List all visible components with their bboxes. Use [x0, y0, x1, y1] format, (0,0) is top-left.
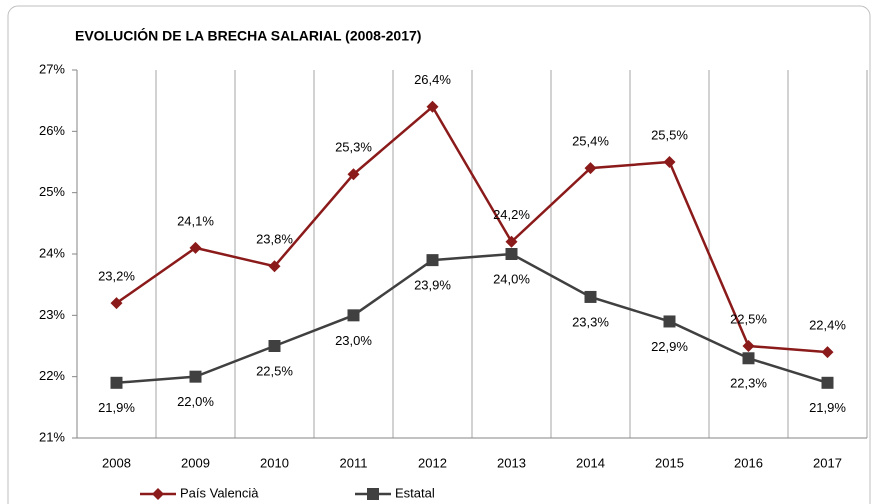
data-label: 25,4% [572, 134, 609, 149]
data-point [505, 248, 518, 260]
data-point [821, 346, 834, 359]
data-label: 23,9% [414, 278, 451, 293]
data-point [821, 376, 834, 389]
data-label: 26,4% [414, 72, 451, 87]
legend-label: Estatal [395, 485, 435, 500]
data-point [110, 297, 123, 310]
data-label: 22,5% [730, 311, 767, 326]
data-label: 22,4% [809, 318, 846, 333]
y-tick-label: 26% [39, 123, 65, 138]
x-tick-label: 2016 [734, 455, 763, 470]
chart-frame [7, 5, 871, 504]
x-tick-label: 2012 [418, 455, 447, 470]
y-tick-label: 23% [39, 307, 65, 322]
data-point [347, 309, 360, 322]
data-point [426, 254, 439, 267]
legend-label: País Valencià [180, 485, 259, 500]
x-tick-label: 2015 [655, 455, 684, 470]
legend-marker [152, 488, 164, 500]
x-tick-label: 2014 [576, 455, 605, 470]
y-tick-label: 25% [39, 184, 65, 199]
x-tick-label: 2011 [340, 455, 368, 470]
data-label: 25,3% [335, 140, 372, 155]
series-line [115, 104, 828, 354]
x-tick-label: 2008 [102, 455, 131, 470]
data-label: 21,9% [98, 400, 135, 415]
data-point [268, 340, 281, 352]
data-label: 23,0% [335, 333, 372, 348]
legend-marker [367, 488, 379, 500]
data-point [110, 376, 123, 389]
y-tick-label: 22% [39, 368, 65, 383]
data-label: 22,0% [177, 394, 214, 409]
x-tick-label: 2009 [181, 455, 210, 470]
x-tick-label: 2010 [260, 455, 289, 470]
data-point [268, 260, 281, 273]
data-label: 21,9% [809, 400, 846, 415]
data-point [584, 290, 597, 303]
data-point [663, 156, 676, 168]
data-point [742, 340, 755, 352]
y-tick-label: 27% [39, 61, 65, 76]
data-point [663, 315, 676, 328]
data-label: 22,9% [651, 339, 688, 354]
chart-title: EVOLUCIÓN DE LA BRECHA SALARIAL (2008-20… [75, 27, 421, 44]
x-tick-label: 2017 [813, 455, 842, 470]
y-tick-label: 24% [39, 245, 65, 260]
y-tick-label: 21% [39, 429, 65, 444]
data-point [189, 370, 202, 383]
data-point [742, 352, 755, 365]
data-point [426, 100, 439, 113]
data-label: 22,3% [730, 376, 767, 391]
data-point [505, 235, 518, 248]
data-label: 25,5% [651, 127, 688, 142]
data-label: 24,2% [493, 207, 530, 222]
series-line [116, 252, 828, 385]
data-point [347, 168, 360, 181]
data-point [584, 162, 597, 175]
data-label: 23,3% [572, 314, 609, 329]
data-point [189, 241, 202, 254]
data-label: 22,5% [256, 363, 293, 378]
data-label: 24,1% [177, 213, 214, 228]
data-label: 24,0% [493, 271, 530, 286]
data-label: 23,8% [256, 232, 293, 247]
data-label: 23,2% [98, 269, 135, 284]
x-tick-label: 2013 [497, 455, 526, 470]
